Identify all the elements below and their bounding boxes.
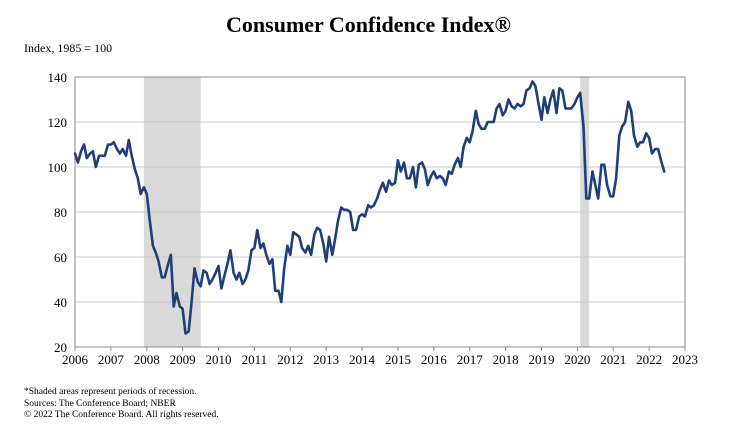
x-tick-label: 2015	[385, 352, 411, 367]
y-tick-label: 120	[48, 115, 68, 130]
x-tick-label: 2009	[170, 352, 196, 367]
y-tick-label: 40	[54, 295, 67, 310]
y-axis-unit-label: Index, 1985 = 100	[24, 41, 113, 55]
x-tick-label: 2021	[600, 352, 626, 367]
x-tick-label: 2012	[277, 352, 303, 367]
x-tick-label: 2016	[421, 352, 448, 367]
y-tick-label: 20	[54, 340, 67, 355]
footnotes: *Shaded areas represent periods of reces…	[24, 387, 219, 422]
chart-svg: 20 40 60 80 100 120 140 2006 2007 2008 2009 2010 201…	[48, 70, 699, 367]
axis-ticks-layer: 20 40 60 80 100 120 140 2006 2007 2008 2009 2010 201…	[48, 70, 699, 367]
x-tick-label: 2010	[206, 352, 232, 367]
y-tick-label: 100	[48, 160, 68, 175]
chart-title: Consumer Confidence Index®	[226, 12, 511, 37]
x-tick-label: 2011	[242, 352, 268, 367]
footnote-copyright: © 2022 The Conference Board. All rights …	[24, 410, 219, 420]
y-tick-label: 60	[54, 250, 67, 265]
x-tick-label: 2013	[313, 352, 339, 367]
x-tick-label: 2008	[134, 352, 160, 367]
x-tick-label: 2007	[98, 352, 125, 367]
x-tick-label: 2020	[564, 352, 590, 367]
x-tick-label: 2006	[62, 352, 89, 367]
y-tick-label: 80	[54, 205, 67, 220]
series-layer	[73, 80, 666, 335]
x-tick-label: 2019	[528, 352, 554, 367]
plot-frame	[74, 76, 686, 348]
footnote-sources: Sources: The Conference Board; NBER	[24, 398, 176, 409]
series-line	[73, 80, 666, 335]
x-tick-label: 2017	[457, 352, 484, 367]
x-tick-label: 2014	[349, 352, 376, 367]
x-tick-label: 2018	[493, 352, 519, 367]
footnote-recession: *Shaded areas represent periods of reces…	[24, 387, 197, 397]
x-tick-label: 2022	[636, 352, 662, 367]
x-tick-label: 2023	[672, 352, 698, 367]
y-tick-label: 140	[48, 70, 68, 85]
